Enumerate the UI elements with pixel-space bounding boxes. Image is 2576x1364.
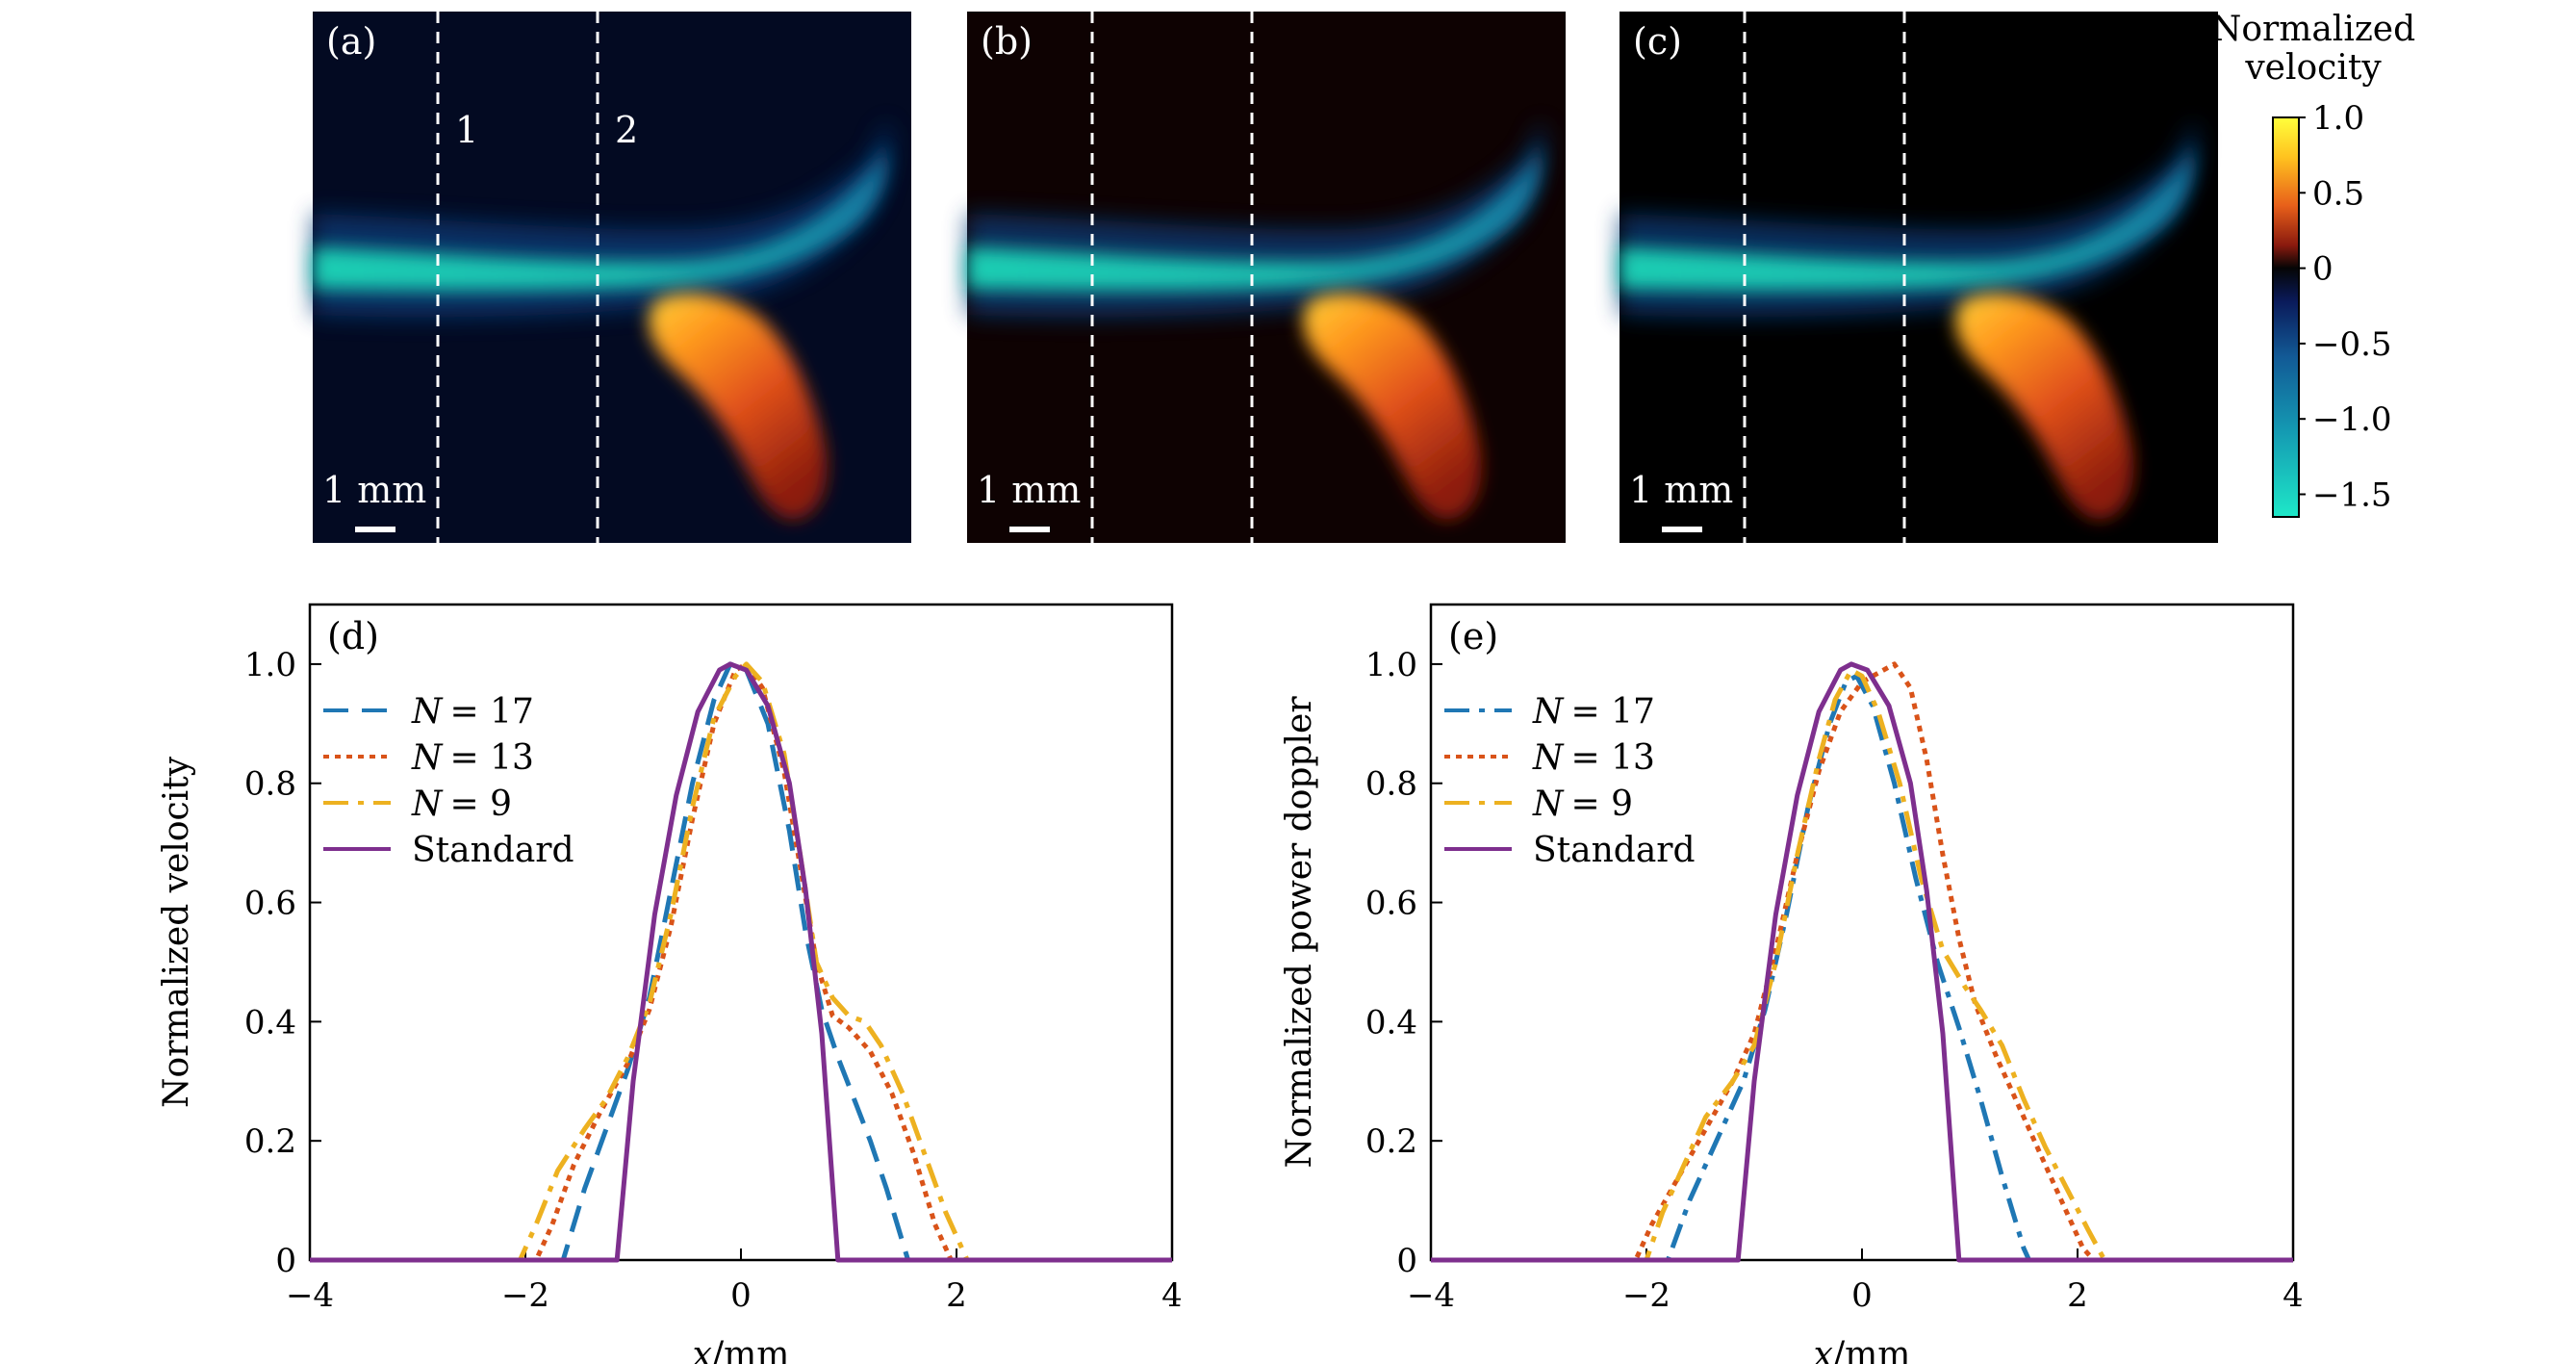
x-axis-label-var: x — [1814, 1335, 1833, 1364]
y-tick-label: 1.0 — [244, 646, 296, 684]
y-tick-label: 0.2 — [244, 1122, 296, 1161]
plot-panel-d: −4 −2 0 2 4 0 0.2 0.4 0.6 0.8 1.0 x/mm Normalized ve… — [157, 603, 1183, 1364]
legend-entry: Standard — [1533, 831, 1696, 870]
vessel-band-core — [313, 146, 886, 291]
image-panel-b: (b) 1 mm — [967, 12, 1566, 543]
plot-panel-label: (d) — [327, 615, 379, 657]
line-label-1: 1 — [455, 109, 478, 151]
y-tick-label: 0.8 — [1365, 765, 1417, 804]
flow-plume — [1303, 293, 1482, 520]
y-tick-label: 0.4 — [1365, 1003, 1417, 1042]
colorbar-tick-label: 1.0 — [2312, 99, 2364, 138]
plot-panel-label: (e) — [1448, 615, 1498, 657]
colorbar-tick-label: 0 — [2312, 250, 2334, 289]
scale-bar-label: 1 mm — [1629, 469, 1733, 511]
legend-entry: Standard — [412, 831, 574, 870]
flow-plume — [1955, 293, 2134, 520]
flow-plume — [649, 293, 828, 520]
series-line-standard — [1431, 661, 2293, 1263]
x-tick-label: 2 — [2067, 1276, 2088, 1315]
x-tick-label: −4 — [1407, 1276, 1455, 1315]
colorbar-tick-label: 0.5 — [2312, 174, 2364, 213]
colorbar-tick-label: −1.5 — [2312, 476, 2392, 515]
legend-val: = 9 — [450, 785, 513, 824]
legend-var: N — [1532, 692, 1565, 732]
legend-var: N — [411, 692, 444, 732]
colorbar-tick-label: −1.0 — [2312, 400, 2392, 439]
image-panel-label: (a) — [326, 20, 376, 63]
velocity-images: (a) 1 2 1 mm (b) 1 mm (c) 1 mm — [313, 12, 2218, 543]
y-tick-label: 0.4 — [244, 1003, 296, 1042]
legend-val: = 9 — [1571, 785, 1634, 824]
x-tick-label: −4 — [286, 1276, 334, 1315]
legend-entry: N = 9 — [1532, 785, 1633, 824]
legend-var: N — [411, 785, 444, 824]
legend-entry: N = 13 — [411, 738, 534, 778]
y-axis-label: Normalized power doppler — [1280, 696, 1319, 1169]
colorbar-title-line: velocity — [2244, 48, 2382, 88]
series-line-n-9 — [310, 661, 1172, 1263]
y-tick-label: 0.2 — [1365, 1122, 1417, 1161]
legend-var: N — [1532, 785, 1565, 824]
legend-val: = 17 — [450, 692, 534, 732]
series-line-n-17 — [1431, 673, 2293, 1263]
legend-val: = 13 — [450, 738, 534, 778]
legend-var: N — [1532, 738, 1565, 778]
y-tick-label: 0.6 — [1365, 885, 1417, 923]
x-tick-label: 2 — [946, 1276, 967, 1315]
image-panel-label: (b) — [981, 20, 1033, 63]
series-line-standard — [310, 661, 1172, 1263]
legend-entry: N = 9 — [411, 785, 512, 824]
x-axis-label: x/mm — [1814, 1335, 1911, 1364]
x-axis-label-unit: /mm — [712, 1335, 789, 1364]
y-tick-label: 0 — [275, 1242, 296, 1280]
x-tick-label: 0 — [1851, 1276, 1873, 1315]
profile-plots: −4 −2 0 2 4 0 0.2 0.4 0.6 0.8 1.0 x/mm Normalized ve… — [157, 603, 2304, 1364]
x-tick-label: 0 — [730, 1276, 752, 1315]
y-tick-label: 0 — [1396, 1242, 1417, 1280]
scale-bar-label: 1 mm — [322, 469, 426, 511]
x-tick-label: 4 — [1161, 1276, 1183, 1315]
x-axis-label: x/mm — [693, 1335, 790, 1364]
legend-entry: N = 17 — [1532, 692, 1655, 732]
y-axis-label: Normalized velocity — [157, 756, 196, 1108]
image-panel-c: (c) 1 mm — [1620, 12, 2218, 543]
image-panel-a: (a) 1 2 1 mm — [313, 12, 911, 543]
legend-val: = 13 — [1571, 738, 1655, 778]
y-tick-label: 1.0 — [1365, 646, 1417, 684]
legend-entry: N = 17 — [411, 692, 534, 732]
colorbar-gradient — [2272, 116, 2300, 518]
vessel-band-core — [1620, 146, 2193, 291]
colorbar-title-line: Normalized — [2211, 10, 2415, 49]
series-line-n-9 — [1431, 667, 2293, 1263]
line-label-2: 2 — [615, 109, 638, 151]
image-panel-label: (c) — [1633, 20, 1682, 63]
legend-entry: N = 13 — [1532, 738, 1655, 778]
scale-bar-label: 1 mm — [977, 469, 1081, 511]
vessel-band-core — [967, 146, 1541, 291]
x-tick-label: 4 — [2283, 1276, 2304, 1315]
series-line-n-13 — [1431, 661, 2293, 1263]
legend-var: N — [411, 738, 444, 778]
y-tick-label: 0.6 — [244, 885, 296, 923]
x-tick-label: −2 — [1622, 1276, 1671, 1315]
x-axis-label-var: x — [693, 1335, 712, 1364]
x-tick-label: −2 — [501, 1276, 549, 1315]
legend-val: = 17 — [1571, 692, 1655, 732]
x-axis-label-unit: /mm — [1833, 1335, 1910, 1364]
plot-panel-e: −4 −2 0 2 4 0 0.2 0.4 0.6 0.8 1.0 x/mm Normalized po… — [1280, 603, 2304, 1364]
y-tick-label: 0.8 — [244, 765, 296, 804]
colorbar-tick-label: −0.5 — [2312, 325, 2392, 364]
